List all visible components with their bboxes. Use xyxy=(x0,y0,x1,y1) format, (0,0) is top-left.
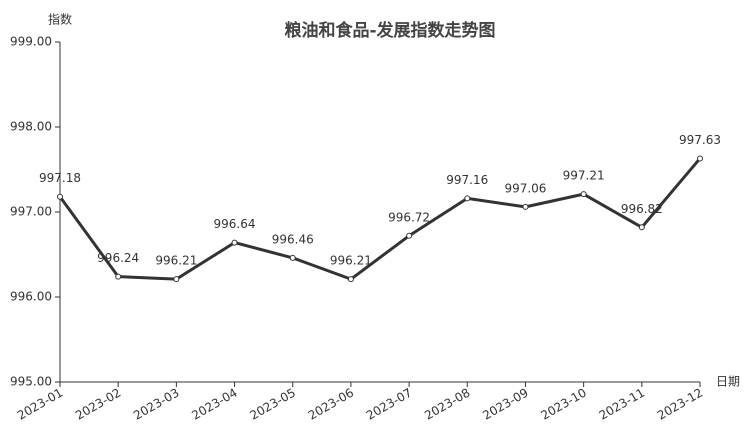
y-tick-label: 998.00 xyxy=(10,120,52,134)
point xyxy=(289,254,296,261)
chart-title: 粮油和食品-发展指数走势图 xyxy=(284,20,495,41)
x-axis-label: 日期 xyxy=(716,375,740,389)
data-label: 997.18 xyxy=(39,171,81,185)
point xyxy=(173,276,180,283)
point xyxy=(522,203,529,210)
x-tick-label: 2023-10 xyxy=(538,386,588,423)
point xyxy=(406,232,413,239)
x-tick-label: 2023-07 xyxy=(364,386,414,423)
data-label: 996.72 xyxy=(388,210,430,224)
x-tick-label: 2023-09 xyxy=(480,386,530,423)
data-label: 996.46 xyxy=(272,232,314,246)
y-tick-label: 997.00 xyxy=(10,205,52,219)
x-tick-label: 2023-05 xyxy=(248,386,298,423)
x-tick-label: 2023-01 xyxy=(15,386,65,423)
data-label: 996.64 xyxy=(214,217,256,231)
y-tick-label: 999.00 xyxy=(10,35,52,49)
y-tick-label: 996.00 xyxy=(10,290,52,304)
x-tick-label: 2023-12 xyxy=(655,386,705,423)
data-label: 996.21 xyxy=(330,254,372,268)
x-tick-label: 2023-04 xyxy=(189,386,239,423)
data-label: 996.82 xyxy=(621,202,663,216)
point xyxy=(580,191,587,198)
point xyxy=(57,193,63,200)
line xyxy=(58,157,702,281)
data-label: 997.63 xyxy=(679,133,721,147)
x-tick-label: 2023-06 xyxy=(306,386,356,423)
x-tick-label: 2023-08 xyxy=(422,386,472,423)
data-label: 996.21 xyxy=(155,254,197,268)
data-label: 996.24 xyxy=(97,251,139,265)
point xyxy=(638,224,645,231)
x-tick-label: 2023-02 xyxy=(73,386,123,423)
x-tick-label: 2023-11 xyxy=(597,386,647,423)
point xyxy=(464,195,471,202)
x-tick-label: 2023-03 xyxy=(131,386,181,423)
point xyxy=(115,273,122,280)
data-label: 997.21 xyxy=(563,169,605,183)
y-tick-label: 995.00 xyxy=(10,375,52,389)
point xyxy=(347,276,354,283)
point xyxy=(697,155,703,162)
data-label: 997.16 xyxy=(446,173,488,187)
point xyxy=(231,239,238,246)
y-axis-label: 指数 xyxy=(48,12,72,27)
data-label: 997.06 xyxy=(504,181,546,195)
